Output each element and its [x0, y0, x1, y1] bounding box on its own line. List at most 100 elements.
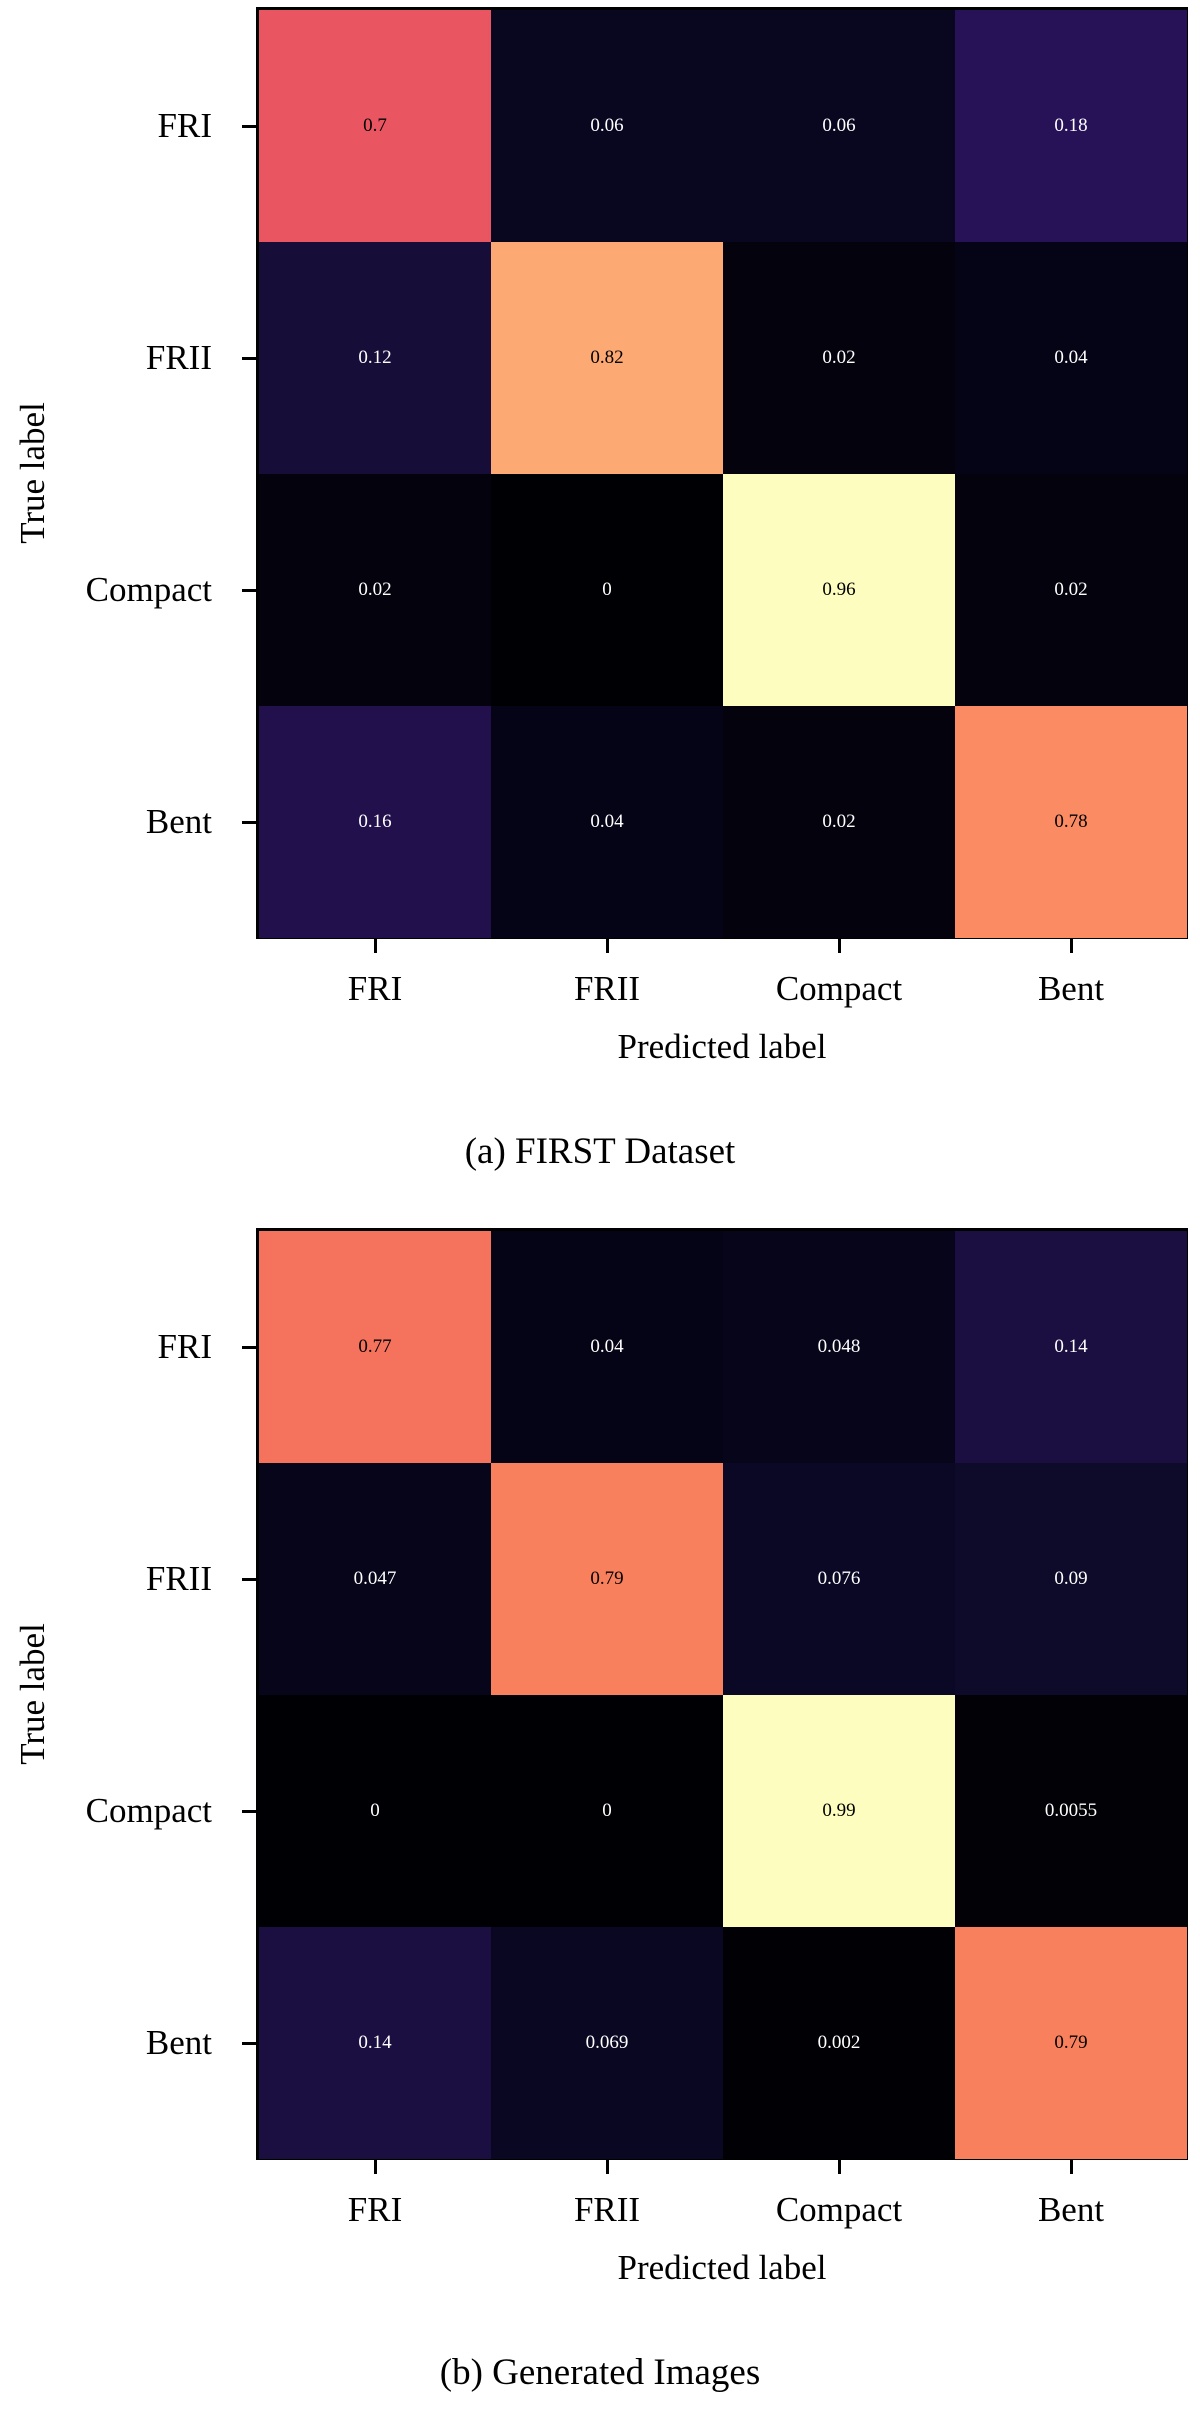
cell-value-label: 0.79	[590, 1568, 624, 1589]
heatmap-cell: 0.02	[723, 706, 955, 938]
y-tick-mark	[242, 820, 256, 824]
cell-value-label: 0.02	[822, 811, 856, 832]
x-tick-label: FRII	[573, 2190, 641, 2229]
heatmap-cell: 0.02	[259, 474, 491, 706]
cell-value-label: 0.04	[590, 811, 624, 832]
cell-value-label: 0.16	[358, 811, 392, 832]
cell-value-label: 0.048	[817, 1336, 861, 1357]
cell-value-label: 0.06	[590, 115, 624, 136]
cell-value-label: 0.02	[358, 579, 392, 600]
confusion-matrix-panel-b: True label 0.77 0.04 0.048 0.14 0.047 0.79 0.0…	[0, 1220, 1200, 2421]
heatmap-cell: 0.02	[723, 242, 955, 474]
heatmap-cell: 0.82	[491, 242, 723, 474]
y-tick-label: FRI	[157, 1327, 212, 1366]
heatmap-cell: 0.78	[955, 706, 1187, 938]
heatmap-cell: 0.06	[491, 10, 723, 242]
x-tick-label: FRI	[347, 969, 403, 1008]
heatmap-cell: 0.18	[955, 10, 1187, 242]
y-axis-label: True label	[13, 1623, 52, 1765]
cell-value-label: 0.14	[358, 2032, 392, 2053]
x-tick-mark	[1069, 2160, 1073, 2174]
y-tick-mark	[242, 124, 256, 128]
cell-value-label: 0.18	[1054, 115, 1088, 136]
y-tick-mark	[242, 356, 256, 360]
heatmap-cell: 0.77	[259, 1231, 491, 1463]
cell-value-label: 0.04	[1054, 347, 1088, 368]
x-tick-label: Bent	[1037, 2190, 1105, 2229]
x-tick-mark	[373, 939, 377, 953]
cell-value-label: 0.076	[817, 1568, 861, 1589]
cell-value-label: 0.78	[1054, 811, 1088, 832]
cell-value-label: 0.02	[822, 347, 856, 368]
cell-value-label: 0.047	[353, 1568, 397, 1589]
cell-value-label: 0.002	[817, 2032, 861, 2053]
heatmap-cell: 0.12	[259, 242, 491, 474]
x-tick-label: FRII	[573, 969, 641, 1008]
heatmap-cell: 0.99	[723, 1695, 955, 1927]
heatmap-cell: 0.04	[955, 242, 1187, 474]
cell-value-label: 0.77	[358, 1336, 392, 1357]
cell-value-label: 0	[602, 1800, 612, 1821]
heatmap-cell: 0.02	[955, 474, 1187, 706]
heatmap-cell: 0	[259, 1695, 491, 1927]
cell-value-label: 0	[602, 579, 612, 600]
x-tick-mark	[837, 2160, 841, 2174]
x-tick-mark	[605, 939, 609, 953]
y-tick-label: Compact	[85, 1791, 212, 1830]
panel-caption: (b) Generated Images	[439, 2352, 761, 2393]
cell-value-label: 0.12	[358, 347, 392, 368]
heatmap-cell: 0.076	[723, 1463, 955, 1695]
heatmap-cell: 0.04	[491, 1231, 723, 1463]
heatmap-cell: 0.047	[259, 1463, 491, 1695]
y-tick-label: Compact	[85, 570, 212, 609]
x-tick-mark	[605, 2160, 609, 2174]
x-axis-label: Predicted label	[617, 2248, 827, 2287]
heatmap-grid: 0.77 0.04 0.048 0.14 0.047 0.79 0.076 0.09 0 0 0.9…	[256, 1228, 1188, 2160]
cell-value-label: 0.96	[822, 579, 856, 600]
x-tick-mark	[1069, 939, 1073, 953]
confusion-matrix-panel-a: True label 0.7 0.06 0.06 0.18 0.12 0.82 0.02 0.…	[0, 0, 1200, 1200]
heatmap-cell: 0.96	[723, 474, 955, 706]
y-tick-mark	[242, 1345, 256, 1349]
x-tick-mark	[373, 2160, 377, 2174]
y-tick-label: FRII	[145, 1559, 212, 1598]
heatmap-grid: 0.7 0.06 0.06 0.18 0.12 0.82 0.02 0.04 0.02 0 0.96…	[256, 7, 1188, 939]
cell-value-label: 0.82	[590, 347, 624, 368]
heatmap-cell: 0.79	[491, 1463, 723, 1695]
heatmap-cell: 0.09	[955, 1463, 1187, 1695]
x-tick-label: Bent	[1037, 969, 1105, 1008]
heatmap-cell: 0.0055	[955, 1695, 1187, 1927]
x-axis-label: Predicted label	[617, 1027, 827, 1066]
x-tick-mark	[837, 939, 841, 953]
y-tick-label: Bent	[145, 802, 212, 841]
x-tick-label: FRI	[347, 2190, 403, 2229]
cell-value-label: 0.04	[590, 1336, 624, 1357]
cell-value-label: 0.09	[1054, 1568, 1088, 1589]
cell-value-label: 0.79	[1054, 2032, 1088, 2053]
heatmap-cell: 0.048	[723, 1231, 955, 1463]
heatmap-cell: 0.002	[723, 1927, 955, 2159]
x-tick-label: Compact	[775, 969, 903, 1008]
cell-value-label: 0.06	[822, 115, 856, 136]
y-tick-mark	[242, 588, 256, 592]
cell-value-label: 0.02	[1054, 579, 1088, 600]
y-axis-label: True label	[13, 402, 52, 544]
y-tick-label: FRI	[157, 106, 212, 145]
panel-caption: (a) FIRST Dataset	[464, 1131, 736, 1172]
y-tick-mark	[242, 1809, 256, 1813]
heatmap-cell: 0	[491, 474, 723, 706]
x-tick-label: Compact	[775, 2190, 903, 2229]
heatmap-cell: 0.14	[955, 1231, 1187, 1463]
heatmap-cell: 0.79	[955, 1927, 1187, 2159]
cell-value-label: 0.14	[1054, 1336, 1088, 1357]
cell-value-label: 0.7	[363, 115, 387, 136]
cell-value-label: 0.069	[585, 2032, 629, 2053]
heatmap-cell: 0.7	[259, 10, 491, 242]
heatmap-cell: 0.04	[491, 706, 723, 938]
y-tick-mark	[242, 1577, 256, 1581]
y-tick-label: FRII	[145, 338, 212, 377]
heatmap-cell: 0.16	[259, 706, 491, 938]
heatmap-cell: 0.14	[259, 1927, 491, 2159]
heatmap-cell: 0	[491, 1695, 723, 1927]
y-tick-mark	[242, 2041, 256, 2045]
